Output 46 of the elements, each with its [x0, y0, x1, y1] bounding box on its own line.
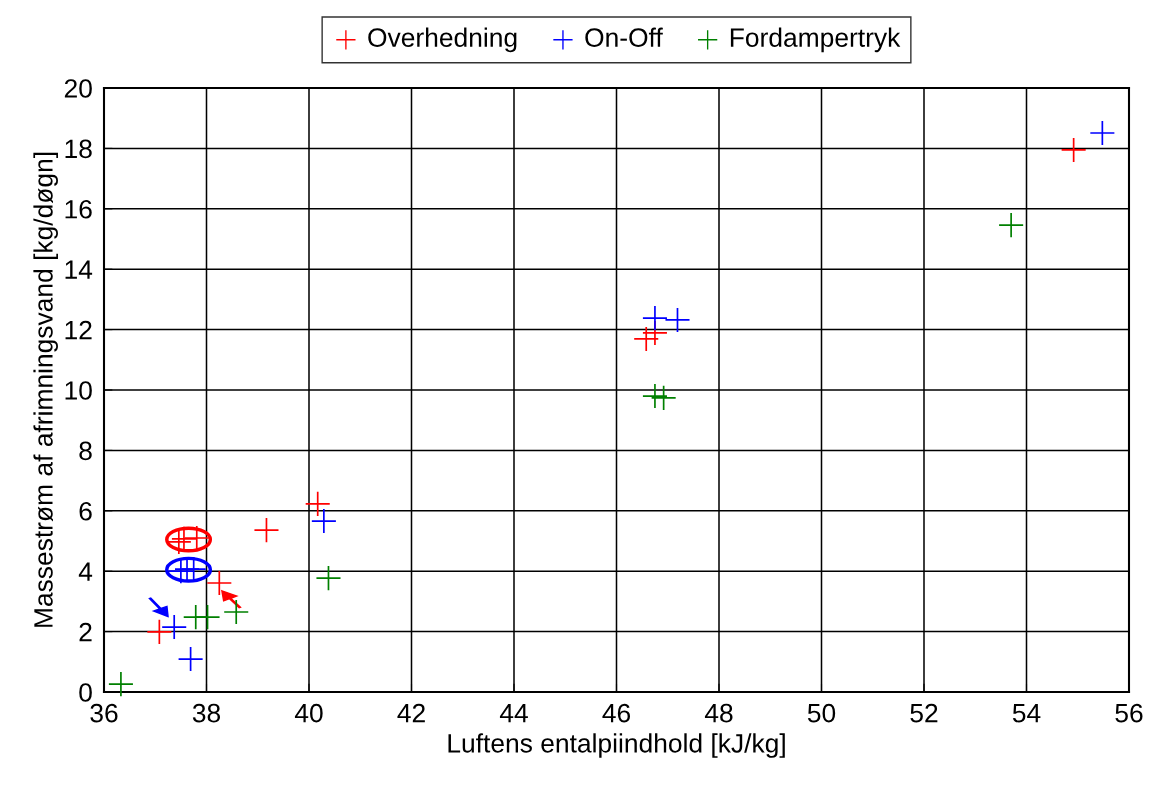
point [999, 213, 1024, 238]
point [665, 307, 690, 332]
point [642, 384, 667, 409]
x-tick-label: 56 [1115, 703, 1143, 723]
x-tick-label: 42 [397, 703, 425, 723]
x-tick-label: 46 [602, 703, 631, 723]
point [147, 619, 172, 644]
point [195, 605, 220, 630]
x-tick-label: 44 [499, 704, 528, 723]
point [178, 647, 203, 672]
point [316, 566, 341, 591]
legend-label: Overhedning [368, 27, 517, 53]
y-tick-label: 16 [65, 199, 92, 219]
y-tick-label: 18 [65, 139, 92, 159]
point [642, 306, 667, 331]
x-tick-label: 52 [910, 703, 938, 723]
point [1090, 120, 1115, 146]
point [1061, 137, 1086, 162]
y-tick-label: 0 [79, 683, 92, 702]
x-tick-label: 54 [1012, 704, 1041, 723]
point [305, 491, 330, 516]
y-tick-label: 8 [79, 441, 92, 461]
legend-label: On-Off [585, 27, 663, 47]
point [651, 385, 676, 410]
point [108, 672, 133, 697]
x-tick-label: 50 [807, 703, 836, 723]
x-tick-label: 40 [294, 703, 323, 723]
y-tick-label: 12 [65, 320, 92, 340]
x-tick-label: 38 [192, 703, 221, 723]
y-tick-label: 20 [64, 79, 92, 98]
point [224, 599, 249, 624]
point [254, 518, 279, 543]
y-tick-label: 6 [79, 501, 92, 521]
y-tick-label: 10 [65, 381, 92, 400]
legend-label: Fordampertryk [730, 27, 901, 53]
x-tick-label: 36 [90, 703, 118, 723]
point [162, 615, 187, 640]
y-tick-label: 4 [78, 562, 93, 581]
x-axis-title: Luftens entalpiindhold [kJ/kg] [448, 733, 785, 758]
y-axis-title: Massestrøm af afrimningsvand [kg/døgn] [33, 152, 58, 627]
x-tick-label: 48 [704, 703, 733, 723]
point [634, 326, 659, 351]
y-tick-label: 14 [65, 260, 93, 279]
point [207, 570, 232, 596]
y-tick-label: 2 [79, 622, 92, 642]
point [311, 509, 336, 534]
